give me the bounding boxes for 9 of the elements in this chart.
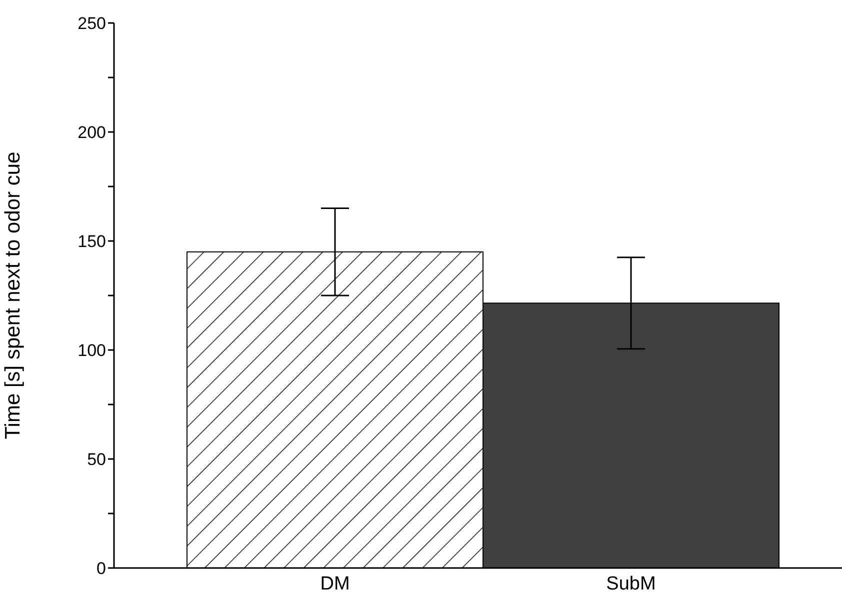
y-tick-label: 250 — [78, 14, 106, 34]
x-tick-label: SubM — [606, 573, 656, 594]
y-axis-title: Time [s] spent next to odor cue — [1, 152, 24, 440]
x-tick-label: DM — [320, 573, 350, 594]
y-tick-label: 50 — [87, 450, 106, 470]
y-tick-label: 200 — [78, 123, 106, 142]
y-tick-label: 0 — [96, 559, 106, 578]
y-tick-label: 100 — [78, 341, 106, 360]
y-tick-label: 150 — [78, 232, 106, 252]
